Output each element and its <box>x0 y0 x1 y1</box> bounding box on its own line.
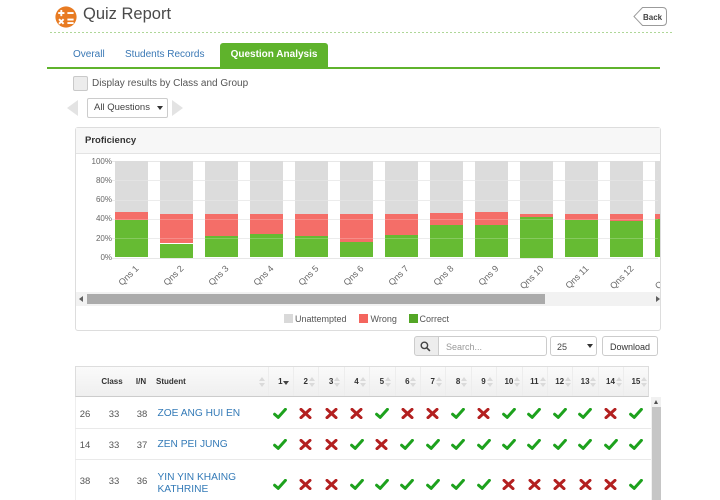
svg-text:Back: Back <box>643 13 663 22</box>
